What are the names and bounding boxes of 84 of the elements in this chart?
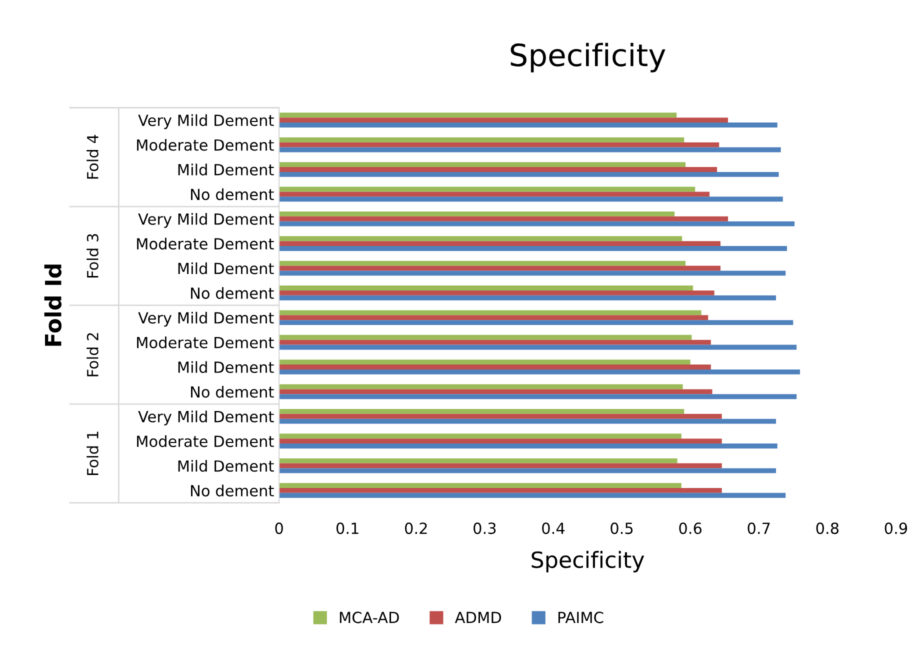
chart-title: Specificity [510, 42, 666, 72]
bar [279, 384, 683, 390]
bar [279, 492, 786, 498]
y-tick-label: Mild Dement [178, 164, 274, 176]
y-tick-label: Mild Dement [178, 361, 274, 374]
y-tick-label: Very Mild Dement [138, 410, 274, 426]
bar [279, 270, 786, 276]
x-tick-label: 0.7 [748, 522, 770, 534]
text: Fold 1 [86, 432, 98, 475]
bar [279, 221, 795, 226]
bar [279, 216, 728, 222]
bar [279, 241, 720, 246]
bar [279, 186, 696, 192]
x-tick-label: 0.4 [542, 522, 565, 534]
x-axis-title: Specificity [532, 550, 644, 572]
bar [279, 488, 722, 493]
bar [279, 315, 708, 320]
y-tick-label: No dement [191, 287, 274, 299]
bar [279, 340, 711, 345]
bar [279, 196, 783, 202]
bar [279, 290, 714, 296]
bar [279, 246, 787, 251]
x-tick-label: 0.1 [336, 522, 358, 534]
bar [279, 118, 728, 123]
legend-label: MCA-AD [340, 612, 399, 624]
bar [279, 147, 781, 152]
bar [279, 394, 797, 400]
bar [279, 408, 684, 414]
bar [279, 112, 677, 118]
bar [279, 320, 794, 326]
y-tick-label: Moderate Dement [137, 336, 274, 348]
y-tick-label: Moderate Dement [137, 435, 274, 448]
x-tick-label: 0 [275, 522, 283, 534]
text: Fold 3 [86, 234, 98, 278]
bar [279, 434, 682, 439]
bar [279, 364, 711, 370]
x-tick-label: 0.2 [405, 522, 427, 534]
bar [279, 172, 779, 177]
bar [279, 414, 722, 419]
text: Fold 4 [86, 134, 98, 179]
bar [279, 167, 718, 172]
bar [279, 334, 692, 340]
bar [279, 369, 800, 374]
bar [279, 286, 694, 290]
bar [279, 444, 778, 448]
y-tick-label: Moderate Dement [137, 138, 274, 151]
bar [279, 468, 776, 474]
bar [279, 211, 675, 216]
y-tick-label: Very Mild Dement [138, 114, 274, 130]
y-tick-label: Moderate Dement [137, 238, 274, 250]
bar [279, 418, 776, 424]
x-tick-label: 0.9 [884, 522, 908, 534]
y-tick-label: Mild Dement [178, 262, 274, 274]
bar [279, 266, 720, 271]
y-tick-label: No dement [191, 386, 274, 398]
bar [279, 137, 684, 142]
x-tick-label: 0.3 [474, 522, 496, 534]
bar [279, 122, 778, 128]
y-tick-label: No dement [191, 484, 274, 496]
x-tick-label: 0.5 [610, 522, 633, 534]
bar [279, 360, 690, 365]
y-axis-title: Fold Id [44, 264, 62, 346]
bar [279, 463, 722, 468]
bar [279, 310, 702, 316]
y-tick-label: Mild Dement [178, 460, 274, 472]
bar [279, 483, 682, 488]
y-tick-label: Very Mild Dement [138, 213, 274, 228]
y-tick-label: No dement [191, 188, 274, 200]
bar [279, 142, 720, 148]
bar [279, 389, 712, 394]
bar [279, 458, 678, 464]
bar [279, 162, 686, 168]
legend-label: ADMD [454, 612, 502, 624]
x-tick-label: 0.8 [816, 522, 839, 534]
bar [279, 236, 682, 242]
bar [279, 192, 710, 197]
bar [279, 260, 686, 266]
bar [279, 344, 797, 350]
x-tick-label: 0.6 [679, 522, 702, 534]
bar [279, 438, 722, 444]
y-tick-label: Very Mild Dement [138, 312, 274, 327]
legend-label: PAIMC [558, 612, 604, 624]
bar [279, 295, 776, 300]
text: Fold 2 [86, 333, 98, 376]
